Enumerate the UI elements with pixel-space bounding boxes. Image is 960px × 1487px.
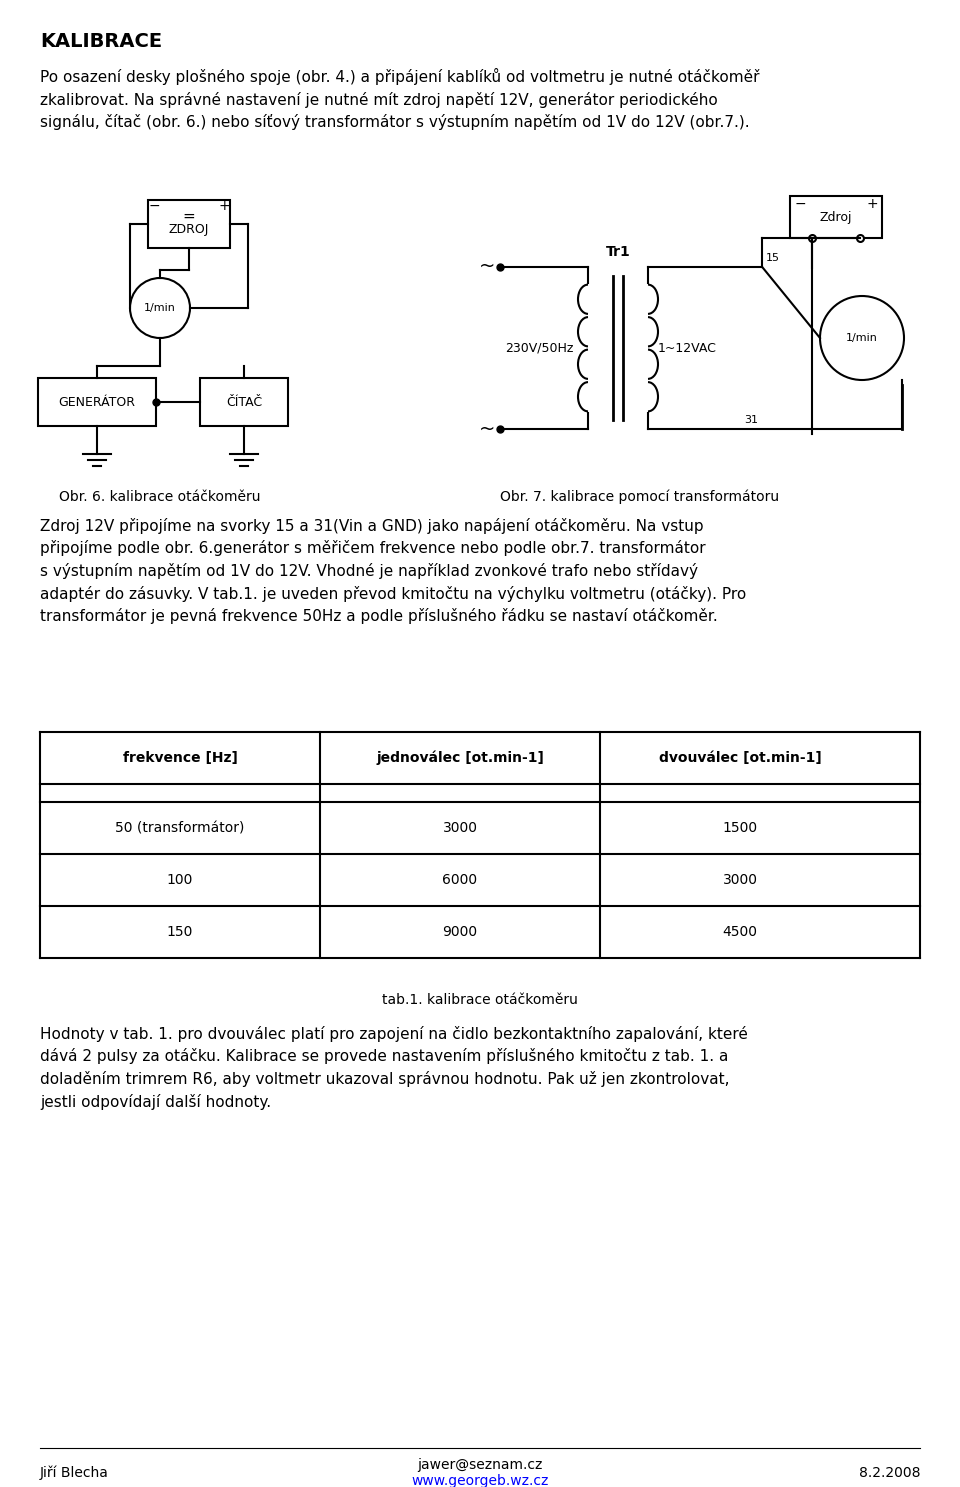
Text: 8.2.2008: 8.2.2008 (858, 1466, 920, 1480)
Text: tab.1. kalibrace otáčkoměru: tab.1. kalibrace otáčkoměru (382, 993, 578, 1007)
Text: 1500: 1500 (723, 821, 757, 836)
Text: 3000: 3000 (723, 873, 757, 888)
Text: 1~12VAC: 1~12VAC (658, 342, 717, 354)
Text: 1/min: 1/min (846, 333, 878, 343)
Text: jawer@seznam.cz: jawer@seznam.cz (418, 1457, 542, 1472)
Text: 50 (transformátor): 50 (transformátor) (115, 821, 245, 836)
Bar (790, 196, 882, 238)
Text: 3000: 3000 (443, 821, 477, 836)
Bar (200, 378, 288, 425)
Text: −: − (148, 199, 159, 213)
Text: 15: 15 (766, 253, 780, 263)
Text: Tr1: Tr1 (606, 245, 631, 259)
Text: ZDROJ: ZDROJ (169, 223, 209, 235)
Text: Zdroj 12V připojíme na svorky 15 a 31(Vin a GND) jako napájení otáčkoměru. Na vs: Zdroj 12V připojíme na svorky 15 a 31(Vi… (40, 517, 746, 625)
Text: Hodnoty v tab. 1. pro dvouválec platí pro zapojení na čidlo bezkontaktního zapal: Hodnoty v tab. 1. pro dvouválec platí pr… (40, 1026, 748, 1109)
Text: Obr. 7. kalibrace pomocí transformátoru: Obr. 7. kalibrace pomocí transformátoru (500, 491, 780, 504)
Text: frekvence [Hz]: frekvence [Hz] (123, 751, 237, 764)
Text: 1/min: 1/min (144, 303, 176, 312)
Text: −: − (794, 196, 805, 211)
Text: =: = (182, 208, 196, 223)
Text: ~: ~ (479, 419, 495, 439)
Text: 100: 100 (167, 873, 193, 888)
Text: 31: 31 (744, 415, 758, 425)
Text: www.georgeb.wz.cz: www.georgeb.wz.cz (411, 1474, 549, 1487)
Text: jednoválec [ot.min-1]: jednoválec [ot.min-1] (376, 751, 544, 766)
Text: 4500: 4500 (723, 925, 757, 938)
Bar (38, 378, 156, 425)
Text: Po osazení desky plošného spoje (obr. 4.) a připájení kablíků od voltmetru je nu: Po osazení desky plošného spoje (obr. 4.… (40, 68, 759, 129)
Text: Obr. 6. kalibrace otáčkoměru: Obr. 6. kalibrace otáčkoměru (60, 491, 261, 504)
Text: 9000: 9000 (443, 925, 477, 938)
Text: 6000: 6000 (443, 873, 477, 888)
Text: +: + (866, 196, 877, 211)
Text: ~: ~ (479, 257, 495, 277)
Text: KALIBRACE: KALIBRACE (40, 33, 162, 51)
Text: +: + (218, 199, 229, 213)
Text: GENERÁTOR: GENERÁTOR (59, 396, 135, 409)
Text: Jiří Blecha: Jiří Blecha (40, 1466, 108, 1481)
Text: 230V/50Hz: 230V/50Hz (505, 342, 573, 354)
Text: 150: 150 (167, 925, 193, 938)
Text: Zdroj: Zdroj (820, 211, 852, 223)
Text: dvouválec [ot.min-1]: dvouválec [ot.min-1] (659, 751, 822, 764)
Text: ČÍTAČ: ČÍTAČ (226, 396, 262, 409)
Bar (148, 199, 230, 248)
